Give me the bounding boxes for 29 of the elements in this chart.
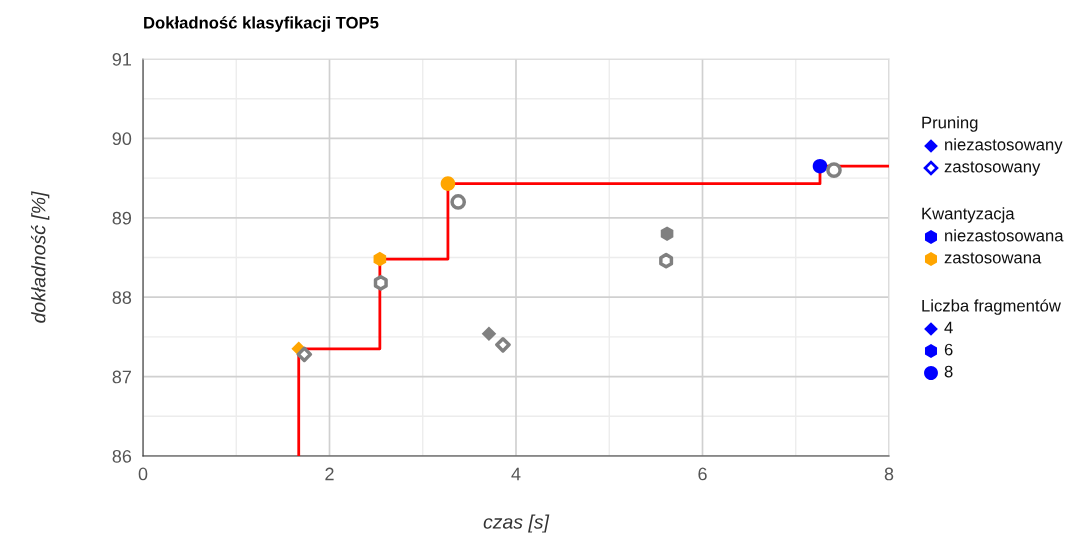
y-axis-title: dokładność [%] (30, 191, 50, 323)
x-tick-label: 4 (511, 467, 521, 481)
text: zastosowana (944, 252, 1042, 264)
point (296, 346, 313, 363)
text: 4 (944, 321, 953, 334)
x-tick-label: 8 (884, 467, 894, 481)
text: 8 (944, 365, 953, 378)
y-tick-label: 91 (112, 52, 132, 66)
y-tick-label: 89 (112, 211, 132, 225)
y-tick-label: 88 (112, 291, 132, 304)
x-tick-label: 6 (698, 467, 707, 481)
y-tick-label: 86 (112, 449, 132, 463)
point (495, 337, 511, 353)
point (659, 252, 674, 269)
point (812, 158, 828, 174)
point (373, 275, 388, 291)
text: Pruning (922, 116, 978, 132)
y-tick-label: 87 (112, 370, 131, 384)
text: Liczba fragmentów (922, 299, 1061, 315)
text: niezastosowany (945, 138, 1063, 154)
x-tick-label: 0 (138, 467, 148, 481)
text: zastosowany (944, 161, 1041, 176)
y-tick-label: 90 (112, 132, 132, 146)
x-axis-title: czas [s] (483, 514, 550, 533)
chart-title: Dokładność klasyfikacji TOP5 (144, 16, 379, 32)
x-tick-label: 2 (325, 467, 334, 481)
text: niezastosowana (945, 229, 1064, 242)
text: Kwantyzacja (922, 207, 1015, 223)
text: 6 (944, 343, 953, 356)
